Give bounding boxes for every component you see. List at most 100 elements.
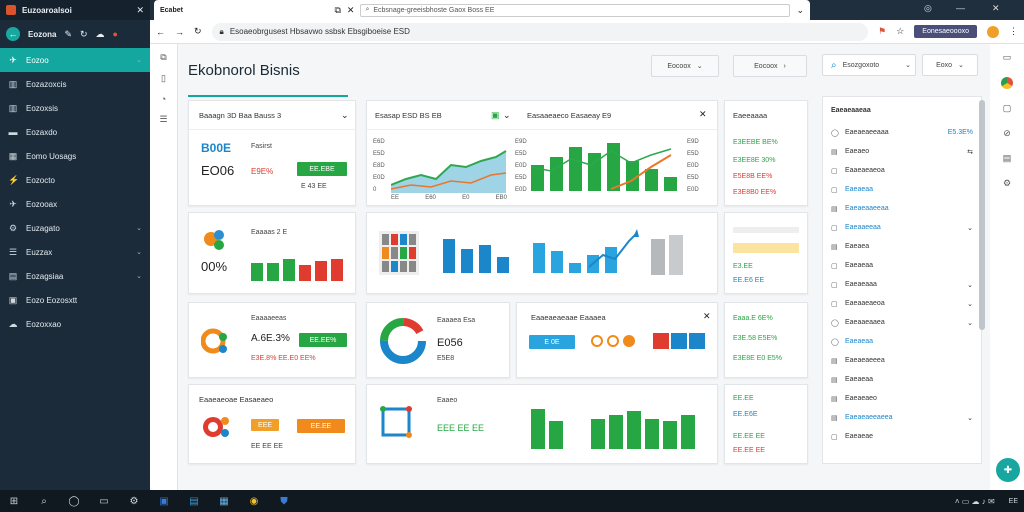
start-icon[interactable]: ⊞ [9,495,19,507]
back-arrow-icon[interactable]: ← [6,27,20,41]
charts-card-2[interactable] [366,212,718,294]
tray-icons[interactable]: ˄ ▭ ☁ ♪ ✉ [954,496,995,506]
task-view-icon[interactable]: ▭ [99,495,109,507]
search-icon[interactable]: ⌕ [41,495,47,507]
sidebar-item[interactable]: ▥ Eozoxsis [0,96,150,120]
list-item[interactable]: ▢ Eaeaeae [823,427,981,446]
pen-icon[interactable]: ✎ [64,28,72,39]
charts-card-3[interactable]: Eaaeo EEE EE EE [366,384,718,464]
list-item[interactable]: ▢ Eaaeaeaeoa [823,161,981,180]
chevron-down-icon[interactable]: ⌄ [967,300,973,308]
files-icon[interactable]: ▦ [219,495,229,507]
list-item[interactable]: ◯ Eaeaeaa [823,332,981,351]
list-item[interactable]: ▤ Eaeaeaeeea [823,351,981,370]
chevron-down-icon[interactable]: ⌄ [967,281,973,289]
close-window-icon[interactable]: ✕ [992,3,1000,13]
copy-icon[interactable]: ⧉ [160,52,167,62]
list-item[interactable]: ▤ Eaeaeaa [823,370,981,389]
sidebar-item[interactable]: ⚙ Euzagato ⌄ [0,216,150,240]
bookmark-icon[interactable]: ◔ [160,94,167,104]
donut-card[interactable]: Eaaaea Esa E056 E5E8 [366,302,510,378]
kpi-list-card-2[interactable]: E3.EE EE.E6 EE [724,212,808,294]
menu-icon[interactable]: ⋮ [1009,26,1018,36]
refresh-icon[interactable]: ↻ [80,28,88,39]
account-icon[interactable]: ◎ [924,3,932,13]
chevron-down-icon[interactable]: ⌄ [967,414,973,422]
tab-search-field[interactable]: ⌕ Ecbsnage-greeisbhoste Gaox Boss EE [360,3,791,17]
list-item[interactable]: ▤ Eaeaeaeo [823,389,981,408]
sidebar-item[interactable]: ▣ Eozo Eozosxtt [0,288,150,312]
avatar[interactable] [987,25,999,38]
kpi-list-card-1[interactable]: Eaeeaaaa E3EEBE BE% E3EE8E 30% E5E8B EE%… [724,100,808,206]
sidebar-item[interactable]: ☁ Eozoxxao [0,312,150,336]
sidebar-item[interactable]: ▦ Eomo Uosags [0,144,150,168]
list-item[interactable]: ▤ Eaeaeaaeeaa [823,199,981,218]
note-icon[interactable]: ▤ [1002,153,1012,163]
sidebar-item[interactable]: ☰ Euzzax ⌄ [0,240,150,264]
chevron-down-icon[interactable]: ⌄ [967,224,973,232]
filter-button-1[interactable]: Eocoox ⌄ [651,55,719,77]
store-icon[interactable]: ▣ [159,495,169,507]
sidebar-item[interactable]: ▤ Eozagsiaa ⌄ [0,264,150,288]
window-icon[interactable]: ▭ [1002,52,1012,62]
shield-icon[interactable]: ⛊ [280,495,288,507]
kpi-card-4[interactable]: Eaaeaeoae Easaeaeo EEE EE.EE EE EE EE [188,384,356,464]
list-item[interactable]: ▢ Eaeaaeeaa ⌄ [823,218,981,237]
minimize-icon[interactable]: — [956,3,965,13]
app-icon[interactable]: ▤ [189,495,199,507]
list-item[interactable]: ▢ Eaeaeaa [823,256,981,275]
select-dropdown[interactable]: Eoxo ⌄ [922,54,978,76]
profile-button[interactable]: Eonesaeoooxo [914,25,977,38]
list-item[interactable]: ▤ Eaeaea [823,237,981,256]
reload-icon[interactable]: ↻ [194,26,202,36]
kpi-card-3[interactable]: Eaaaaeeas A.6E.3% EE.EE% E3E.8% EE.E0 EE… [188,302,356,378]
sidebar-item[interactable]: ⚡ Eozocto [0,168,150,192]
kpi-list-card-3[interactable]: Eaaa.E 6E% E3E.58 E5E% E3E8E E0 E5% [724,302,808,378]
compass-icon[interactable]: ⊘ [1003,128,1011,138]
list-item[interactable]: ▢ Eaeaeaaa ⌄ [823,275,981,294]
scrollbar[interactable] [979,100,985,330]
copy-icon[interactable]: ⧉ [334,4,341,15]
checkbox-icon[interactable]: ▣ [491,110,500,120]
browser-tab[interactable]: Ecabet ⧉ ✕ ⌕ Ecbsnage-greeisbhoste Gaox … [154,0,810,20]
list-icon[interactable]: ☰ [159,114,168,124]
sidebar-item[interactable]: ✈ Eozooax [0,192,150,216]
list-item[interactable]: ◯ Eaeaaeaaea ⌄ [823,313,981,332]
cortana-icon[interactable]: ◯ [68,495,80,507]
forward-icon[interactable]: → [175,26,184,37]
list-item[interactable]: ▤ Eaeaeaeeaeea ⌄ [823,408,981,427]
add-button[interactable]: ✚ [996,458,1020,482]
list-item[interactable]: ▢ Eaeaeaa [823,180,981,199]
close-icon[interactable]: ✕ [136,4,144,15]
browser-logo-icon[interactable] [1001,77,1013,89]
list-item[interactable]: ▢ Eaeaaeaeoa ⌄ [823,294,981,313]
chevron-down-icon[interactable]: ⌄ [967,319,973,327]
sidebar-item[interactable]: ▥ Eozazoxcis [0,72,150,96]
settings-icon[interactable]: ⚙ [129,495,139,507]
chevron-down-icon[interactable]: ⌄ [503,110,511,120]
back-icon[interactable]: ← [156,26,165,37]
star-icon[interactable]: ☆ [896,26,905,36]
list-item[interactable]: ◯ Eaeaeaeeaaa E5.3E% [823,123,981,142]
status-card[interactable]: Eaaeaeaeaae Eaaaea ✕ E 0E [516,302,718,378]
chevron-down-icon[interactable]: ⌄ [796,4,804,15]
close-icon[interactable]: ✕ [699,109,707,119]
sidebar-item[interactable]: ✈ Eozoo ⌄ [0,48,150,72]
kpi-list-card-4[interactable]: EE.EE EE.E6E EE.EE EE EE.EE EE [724,384,808,464]
close-icon[interactable]: ✕ [346,4,355,15]
close-icon[interactable]: ✕ [703,311,711,321]
kpi-card-2[interactable]: Eaaaas 2 E 00% [188,212,356,294]
cloud-icon[interactable]: ☁ [95,28,105,39]
square-icon[interactable]: ▢ [1002,103,1012,113]
chevron-down-icon[interactable]: ⌄ [341,110,349,120]
chrome-icon[interactable]: ◉ [249,495,259,507]
file-icon[interactable]: ▯ [161,73,166,83]
extension-icon[interactable]: ⚑ [878,26,887,36]
sidebar-item[interactable]: ▬ Eozaxdo [0,120,150,144]
filter-button-2[interactable]: Eocoox › [733,55,807,77]
record-icon[interactable]: ● [112,29,118,39]
search-input[interactable]: ⌕ Esozgoxoto ⌄ [822,54,916,76]
charts-card[interactable]: Esasap ESD BS EB ▣ ⌄ Easaaeaeco Easaeay … [366,100,719,206]
url-field[interactable]: 🔒︎ Esoaeobrgusest Hbsavwo ssbsk Ebsgiboe… [211,22,869,41]
kpi-card-1[interactable]: Baaagn 3D Baa Bauss 3 ⌄ B00E Fasirst EO0… [188,100,357,206]
